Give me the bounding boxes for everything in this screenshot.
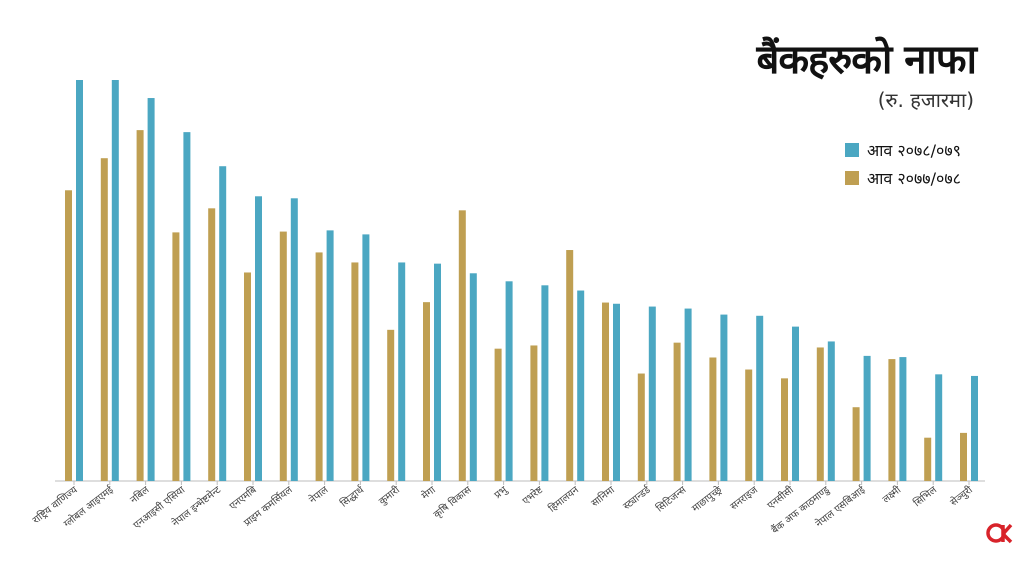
- legend: आव २०७८/०७९ आव २०७७/०७८: [845, 138, 961, 194]
- bar-current-16: [648, 306, 656, 481]
- bar-current-6: [290, 198, 298, 482]
- bar-current-9: [398, 262, 406, 481]
- bar-previous-0: [65, 190, 72, 481]
- chart-title: बैंकहरुको नाफा: [756, 37, 977, 83]
- bar-current-25: [971, 375, 978, 481]
- bar-current-17: [684, 308, 692, 481]
- bar-previous-3: [172, 232, 180, 481]
- x-tick-label-11: कृषि विकास: [431, 484, 474, 521]
- bar-current-22: [863, 355, 871, 481]
- x-tick-label-23: लक्ष्मी: [880, 484, 903, 506]
- x-tick-label-15: सानिमा: [589, 484, 617, 510]
- bar-current-1: [111, 80, 119, 481]
- bar-current-10: [434, 263, 441, 481]
- legend-label-current: आव २०७८/०७९: [867, 141, 961, 160]
- x-tick-label-16: स्ट्यान्डर्ड: [621, 483, 654, 512]
- bar-previous-17: [673, 342, 681, 481]
- bar-previous-8: [351, 262, 359, 481]
- bar-current-15: [613, 303, 620, 481]
- bar-previous-21: [816, 347, 824, 481]
- bar-current-18: [720, 314, 728, 481]
- bar-previous-15: [602, 302, 609, 481]
- x-tick-label-5: एनएमबि: [227, 484, 259, 513]
- bar-current-14: [577, 290, 585, 481]
- bar-previous-7: [315, 252, 323, 481]
- bar-current-4: [219, 166, 227, 481]
- legend-item-current: आव २०७८/०७९: [845, 138, 961, 162]
- x-tick-label-18: माछापुच्छ्रे: [690, 484, 725, 515]
- x-tick-label-2: नबिल: [128, 484, 152, 506]
- bar-previous-18: [709, 357, 717, 481]
- bar-current-21: [827, 341, 835, 481]
- x-tick-label-25: सेञ्चुरी: [948, 484, 975, 509]
- x-tick-label-13: एभरेष्ट: [520, 484, 545, 507]
- x-tick-label-24: सिभिल: [911, 484, 939, 509]
- bar-current-24: [935, 374, 943, 481]
- bar-previous-5: [244, 272, 251, 481]
- bar-previous-14: [566, 250, 574, 481]
- bar-previous-24: [924, 437, 932, 481]
- bar-previous-13: [530, 345, 538, 481]
- bar-previous-23: [888, 359, 896, 481]
- bar-current-0: [76, 80, 83, 481]
- onlinekhabar-logo: [986, 523, 1013, 544]
- x-tick-label-21: बैंक अफ काठमाण्डु: [769, 484, 832, 537]
- x-tick-label-12: प्रभु: [493, 484, 511, 501]
- bar-current-19: [756, 315, 764, 481]
- x-tick-label-7: नेपाल: [307, 484, 331, 506]
- bar-current-20: [792, 326, 799, 481]
- x-tick-label-20: एनसीसी: [765, 484, 796, 512]
- bar-current-5: [255, 196, 262, 482]
- x-tick-label-9: कुमारी: [377, 484, 403, 508]
- bar-previous-20: [781, 378, 788, 481]
- bar-previous-10: [423, 302, 430, 481]
- bar-current-3: [183, 132, 191, 481]
- bar-previous-11: [458, 210, 466, 481]
- x-tick-label-8: सिद्धार्थ: [338, 483, 367, 509]
- bar-current-13: [541, 285, 549, 481]
- chart-subtitle: (रु. हजारमा): [877, 88, 974, 112]
- x-tick-label-17: सिटिजन्स: [654, 484, 689, 515]
- legend-item-previous: आव २०७७/०७८: [845, 166, 961, 190]
- bar-previous-9: [387, 329, 395, 481]
- bar-previous-12: [494, 348, 502, 481]
- bar-current-2: [147, 98, 155, 482]
- bar-current-11: [469, 273, 477, 481]
- legend-label-previous: आव २०७७/०७८: [867, 169, 961, 188]
- legend-swatch-previous: [845, 171, 859, 185]
- bar-previous-1: [100, 158, 108, 481]
- bar-previous-4: [208, 208, 216, 481]
- bar-current-12: [505, 281, 513, 481]
- x-tick-label-19: सनराइज: [729, 484, 761, 512]
- bar-previous-6: [279, 231, 287, 481]
- bar-previous-16: [637, 373, 645, 481]
- bar-current-8: [362, 234, 370, 481]
- bar-current-7: [326, 230, 334, 481]
- bar-previous-22: [852, 407, 860, 481]
- x-tick-label-10: मेगा: [419, 484, 438, 502]
- bar-previous-2: [136, 130, 144, 481]
- legend-swatch-current: [845, 143, 859, 157]
- bar-previous-19: [745, 369, 753, 481]
- x-tick-label-14: हिमालयन: [546, 484, 581, 515]
- bar-previous-25: [960, 432, 967, 481]
- bar-current-23: [899, 357, 907, 481]
